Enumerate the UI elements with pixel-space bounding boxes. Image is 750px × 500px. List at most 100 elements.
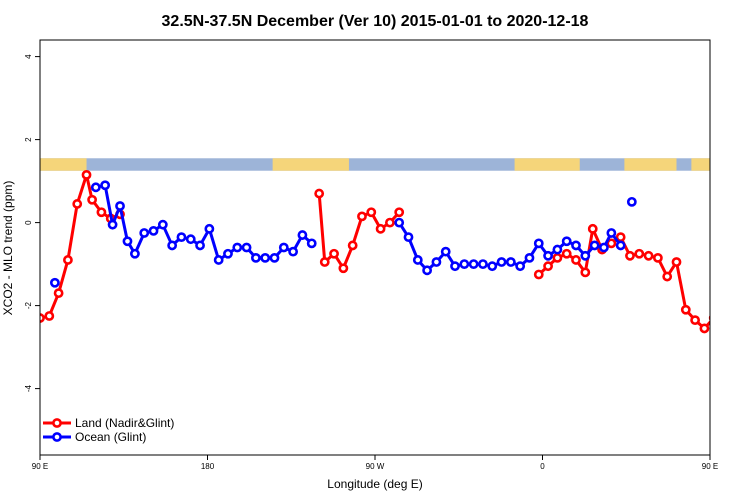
series-1-point-41 [515, 261, 526, 272]
series-1-point-52 [615, 240, 626, 251]
series-1-point-11 [167, 240, 178, 251]
series-0-point-18 [375, 223, 386, 234]
series-layer [40, 169, 745, 334]
series-0-point-4 [72, 199, 83, 209]
legend-item-0: Land (Nadir&Glint) [43, 416, 174, 430]
series-1-point-12 [176, 232, 187, 243]
series-1-point-54 [626, 196, 637, 207]
series-1-point-4 [107, 219, 118, 230]
land-segment-4 [691, 158, 710, 171]
series-0-point-19 [384, 217, 395, 228]
series-1-point-17 [223, 248, 233, 259]
series-1-point-7 [130, 248, 140, 259]
series-0-point-15 [347, 240, 358, 251]
series-0-point-12 [319, 257, 330, 267]
series-1-point-13 [185, 234, 196, 245]
y-axis-label: XCO2 - MLO trend (ppm) [1, 181, 15, 316]
series-0-point-7 [96, 207, 107, 218]
series-1-point-8 [139, 228, 150, 238]
series-0-point-38 [680, 304, 691, 315]
series-0-point-3 [63, 255, 73, 265]
series-1-point-31 [422, 265, 433, 276]
series-0-point-37 [671, 257, 682, 267]
series-0-point-22 [533, 269, 544, 280]
series-0-point-5 [81, 169, 92, 180]
series-1-point-2 [90, 182, 101, 193]
series-0-point-25 [561, 248, 572, 259]
y-tick-label-0: -4 [24, 384, 33, 392]
series-1-point-48 [580, 250, 591, 261]
series-1-point-34 [450, 261, 460, 272]
series-0-point-2 [53, 288, 64, 299]
series-1-point-15 [204, 223, 215, 234]
series-1-point-35 [459, 259, 470, 269]
series-1-point-36 [468, 259, 479, 269]
series-1-point-26 [306, 238, 317, 249]
series-0-point-17 [366, 207, 377, 218]
series-1-point-56 [725, 279, 732, 286]
series-1-point-22 [269, 252, 280, 263]
series-0-point-23 [543, 261, 553, 272]
land-segment-1 [272, 158, 349, 171]
series-0-point-43 [729, 290, 736, 297]
series-0-point-30 [606, 238, 617, 249]
series-1-point-6 [122, 236, 133, 247]
legend-item-1: Ocean (Glint) [43, 430, 146, 444]
series-1-point-19 [241, 242, 252, 253]
series-1-point-3 [100, 180, 111, 191]
series-1-point-29 [403, 232, 414, 243]
x-tick-label-3: 0 [540, 462, 545, 471]
series-0-point-33 [634, 248, 645, 259]
series-0-point-32 [625, 250, 635, 261]
series-0-point-40 [699, 323, 710, 334]
chart-title: 32.5N-37.5N December (Ver 10) 2015-01-01… [162, 13, 589, 30]
y-axis: -4 -2 0 2 4 [24, 54, 40, 392]
series-1-point-30 [412, 255, 423, 265]
series-1-point-40 [505, 257, 516, 267]
series-0-point-13 [329, 248, 339, 259]
series-0-point-42 [719, 312, 726, 319]
series-1-point-23 [278, 242, 289, 253]
series-0-point-11 [314, 188, 325, 199]
legend: Land (Nadir&Glint)Ocean (Glint) [43, 416, 174, 444]
x-axis-label: Longitude (deg E) [327, 477, 422, 491]
series-0-point-39 [690, 315, 701, 326]
series-0-point-34 [643, 250, 654, 261]
series-1-point-10 [157, 219, 168, 230]
series-1-point-28 [394, 217, 405, 228]
x-tick-label-0: 90 E [32, 462, 48, 471]
series-1-point-16 [213, 255, 224, 265]
series-1-point-46 [561, 236, 572, 247]
series-0-point-26 [571, 255, 581, 265]
series-1-point-24 [288, 246, 299, 257]
series-0-point-41 [708, 314, 710, 322]
series-0-point-6 [87, 194, 98, 205]
series-0-point-44 [738, 256, 745, 263]
series-1-point-14 [195, 240, 205, 251]
legend-swatch-marker-0 [52, 418, 62, 428]
series-0-line-1 [317, 193, 401, 270]
series-0-point-36 [662, 271, 673, 282]
land-segment-3 [624, 158, 677, 171]
series-1-point-51 [606, 228, 617, 238]
series-1-point-32 [431, 257, 442, 267]
legend-swatch-marker-1 [52, 432, 62, 442]
series-1-point-43 [533, 238, 544, 249]
series-1-point-38 [487, 261, 498, 272]
y-tick-label-3: 2 [24, 137, 33, 142]
series-0-point-16 [357, 211, 367, 222]
series-0 [40, 169, 745, 334]
series-0-point-14 [338, 263, 349, 274]
series-0-point-28 [587, 223, 598, 234]
series-0-line-0 [40, 173, 121, 320]
series-1-point-45 [552, 244, 563, 255]
series-1-point-0 [49, 277, 60, 288]
series-0-point-35 [652, 252, 663, 263]
series-0-point-20 [394, 207, 405, 218]
series-1-point-50 [599, 242, 609, 253]
series-1-point-47 [571, 240, 581, 251]
series-0-point-27 [580, 267, 591, 278]
series-1-point-42 [524, 252, 535, 263]
series-0-point-24 [552, 252, 563, 263]
